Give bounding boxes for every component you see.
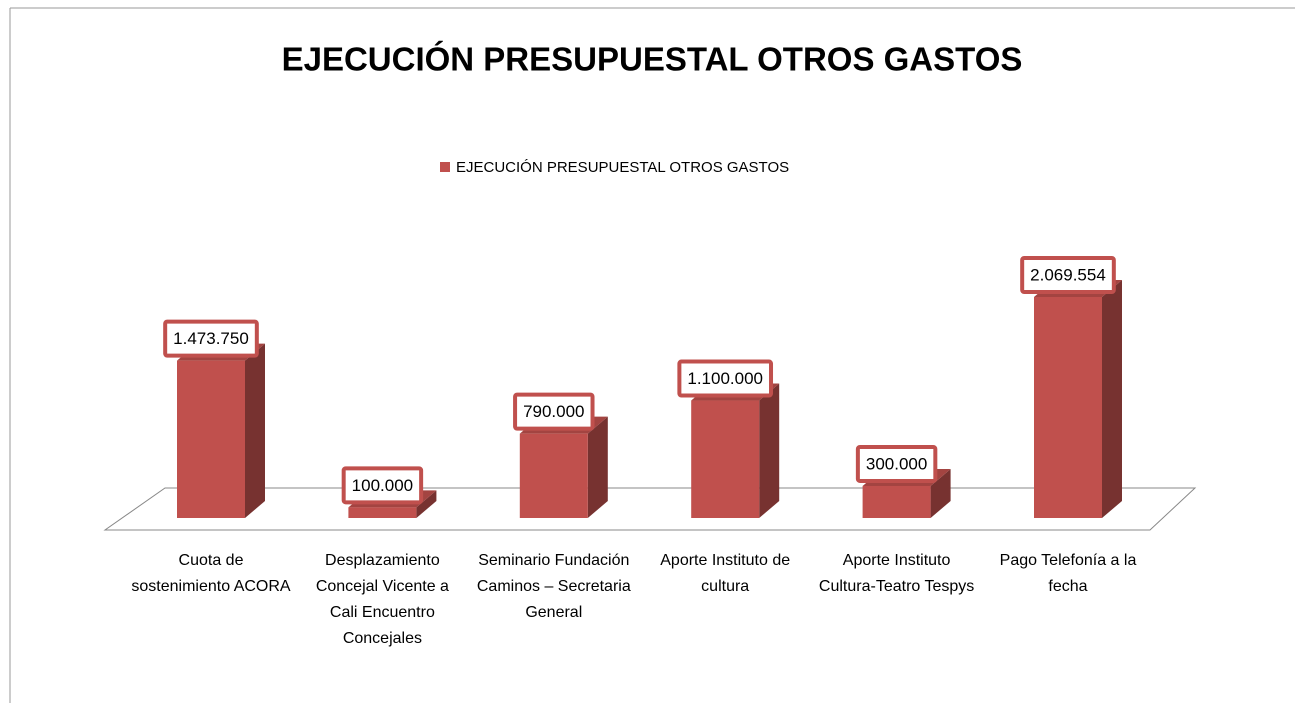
x-tick-label: Aporte Instituto de cultura xyxy=(660,552,791,595)
bar-side xyxy=(930,468,951,518)
data-label: 2.069.554 xyxy=(1030,265,1106,284)
chart-title: EJECUCIÓN PRESUPUESTAL OTROS GASTOS xyxy=(282,41,1023,78)
data-label: 1.473.750 xyxy=(173,329,249,348)
data-label: 790.000 xyxy=(523,402,584,421)
data-label-box xyxy=(677,359,774,398)
floor xyxy=(103,487,1197,531)
x-tick-label: Cuota de sostenimiento ACORA xyxy=(131,552,291,595)
bar xyxy=(348,507,417,518)
bar xyxy=(862,485,931,518)
data-label: 100.000 xyxy=(352,476,413,495)
x-tick-label: Desplazamiento Concejal Vicente a Cali E… xyxy=(315,552,449,647)
bar xyxy=(691,400,760,518)
data-label: 1.100.000 xyxy=(687,369,763,388)
legend-swatch xyxy=(440,162,450,172)
legend-label: EJECUCIÓN PRESUPUESTAL OTROS GASTOS xyxy=(456,159,789,176)
bar-side xyxy=(759,383,780,518)
data-label-box xyxy=(855,444,938,483)
bar-side xyxy=(245,343,265,518)
bar xyxy=(1034,297,1102,518)
bar-side xyxy=(1102,280,1122,518)
bar xyxy=(177,360,245,518)
data-label-box xyxy=(163,319,259,358)
bar-side xyxy=(416,490,437,518)
x-tick-label: Pago Telefonía a la fecha xyxy=(999,552,1137,595)
bar-side xyxy=(587,416,608,518)
data-label-box xyxy=(341,466,424,505)
bar xyxy=(519,433,588,518)
data-label-box xyxy=(513,392,595,431)
x-tick-label: Seminario Fundación Caminos – Secretaria… xyxy=(476,552,631,621)
x-tick-label: Aporte Instituto Cultura-Teatro Tespys xyxy=(818,552,975,595)
data-label: 300.000 xyxy=(866,454,927,473)
data-label-box xyxy=(1020,256,1116,294)
